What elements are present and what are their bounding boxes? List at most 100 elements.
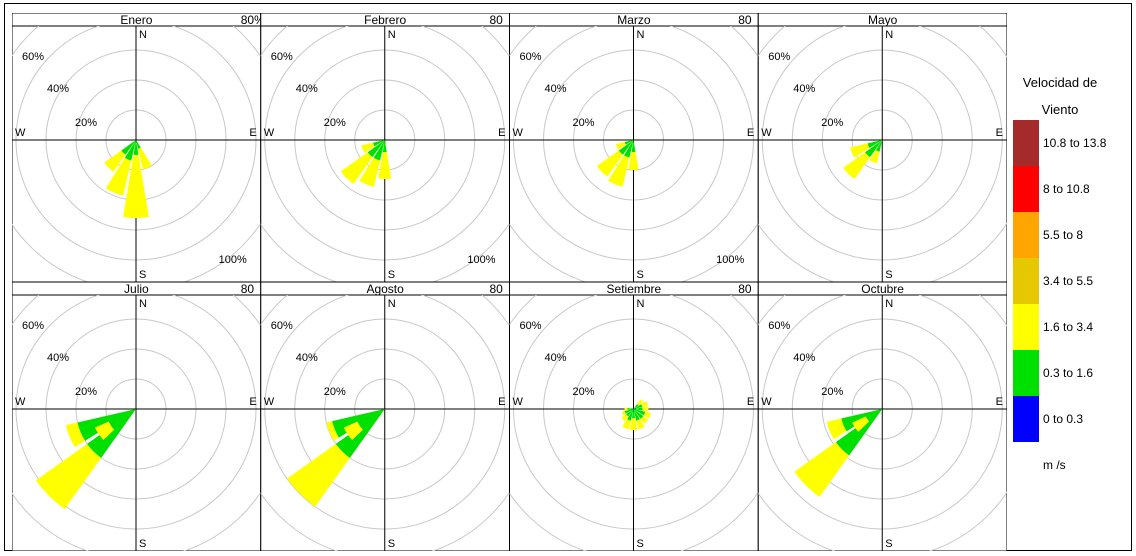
panel-rings <box>758 26 1007 282</box>
direction-w: W <box>761 396 772 408</box>
panel-title: Marzo <box>617 13 651 27</box>
legend-swatch <box>1013 166 1039 212</box>
panel-corner-label: 80 <box>241 282 255 296</box>
ring-label: 60% <box>768 51 790 63</box>
petal-segment <box>852 416 870 432</box>
legend-swatch <box>1013 304 1039 350</box>
direction-s: S <box>388 538 395 550</box>
ring-label: 20% <box>324 117 346 129</box>
direction-e: E <box>249 396 256 408</box>
windrose-panel: Marzo 80 N S W E 60% 40% 20% 100% <box>509 13 759 283</box>
direction-s: S <box>139 269 146 281</box>
petal-segment <box>794 442 850 497</box>
ring-label: 40% <box>47 352 69 364</box>
direction-n: N <box>139 29 147 41</box>
direction-n: N <box>885 29 893 41</box>
windrose-panel: Agosto 80 N S W E 60% 40% 20% <box>260 281 510 551</box>
ring-label: 20% <box>324 386 346 398</box>
petal-segment <box>843 152 871 180</box>
direction-w: W <box>15 127 26 139</box>
petal-segment <box>630 417 637 430</box>
petal-segment <box>633 409 640 421</box>
direction-s: S <box>139 538 146 550</box>
petal-segment <box>378 151 392 179</box>
panel-title: Setiembre <box>607 282 662 296</box>
direction-s: S <box>637 269 644 281</box>
direction-w: W <box>761 127 772 139</box>
direction-e: E <box>996 396 1003 408</box>
ring-label: 40% <box>545 83 567 95</box>
petal-segment <box>335 409 385 458</box>
ring-label-100: 100% <box>716 254 744 266</box>
panel-rings <box>260 295 510 551</box>
direction-s: S <box>388 269 395 281</box>
ring-label: 20% <box>821 386 843 398</box>
petals <box>596 140 639 187</box>
petal-segment <box>621 411 626 416</box>
direction-e: E <box>747 127 754 139</box>
petal-segment <box>624 409 634 414</box>
petal-segment <box>633 404 639 409</box>
direction-n: N <box>388 298 396 310</box>
ring-label: 40% <box>296 352 318 364</box>
ring-label-100: 100% <box>219 254 247 266</box>
panel-corner-label: 80 <box>490 282 504 296</box>
petal-segment <box>642 406 649 412</box>
petal-segment <box>108 409 136 430</box>
direction-e: E <box>249 127 256 139</box>
ring-label: 60% <box>22 320 44 332</box>
petals <box>621 399 652 430</box>
petal-segment <box>623 140 634 158</box>
direction-e: E <box>996 127 1003 139</box>
petal-segment <box>621 414 629 422</box>
ring-label: 20% <box>75 117 97 129</box>
windrose-panel: Febrero 80 N S W E 60% 40% 20% 100% <box>260 13 510 283</box>
panel-title: Enero <box>120 13 152 27</box>
windrose-panel: Setiembre 80 N S W E 60% 40% 20% <box>509 281 759 551</box>
petal-segment <box>627 409 634 421</box>
ring-label: 60% <box>22 51 44 63</box>
direction-w: W <box>264 127 275 139</box>
panel-corner-label: 80 <box>490 13 504 27</box>
ring-label: 20% <box>573 117 595 129</box>
ring-label: 60% <box>520 51 542 63</box>
petal-segment <box>65 422 86 448</box>
panel-title: Octubre <box>861 282 904 296</box>
petal-segment <box>373 140 385 161</box>
petal-segment <box>287 443 350 507</box>
petal-segment <box>136 140 141 149</box>
petal-segment <box>627 408 634 410</box>
legend-swatch <box>1013 258 1039 304</box>
petals <box>287 409 385 507</box>
direction-n: N <box>388 29 396 41</box>
petal-segment <box>123 154 149 218</box>
direction-w: W <box>264 396 275 408</box>
petal-segment <box>633 409 644 419</box>
petal-segment <box>626 409 634 417</box>
ring-label: 60% <box>768 320 790 332</box>
petal-segment <box>359 157 381 187</box>
petal-segment <box>633 407 643 411</box>
windrose-panel: Mayo N S W E 60% 40% 20% <box>757 13 1007 283</box>
petal-segment <box>622 419 631 430</box>
legend-swatch <box>1013 120 1039 166</box>
petal-segment <box>124 140 136 161</box>
petal-segment <box>826 418 847 440</box>
petal-segment <box>343 421 363 440</box>
ring-label: 40% <box>545 352 567 364</box>
ring-label: 20% <box>573 386 595 398</box>
legend-swatch <box>1013 350 1039 396</box>
petal-segment <box>367 140 385 158</box>
petal-segment <box>373 140 385 147</box>
petal-segment <box>361 142 375 153</box>
petal-segment <box>835 409 883 456</box>
legend-label: 0.3 to 1.6 <box>1043 366 1094 380</box>
ring-label: 20% <box>821 117 843 129</box>
legend-label: 5.5 to 8 <box>1043 228 1084 242</box>
legend-title-line2: Viento <box>1041 102 1079 117</box>
petal-segment <box>133 140 139 155</box>
ring-label: 40% <box>47 83 69 95</box>
petal-segment <box>875 140 883 152</box>
petal-segment <box>596 150 624 177</box>
panel-corner-label: 80 <box>738 13 752 27</box>
